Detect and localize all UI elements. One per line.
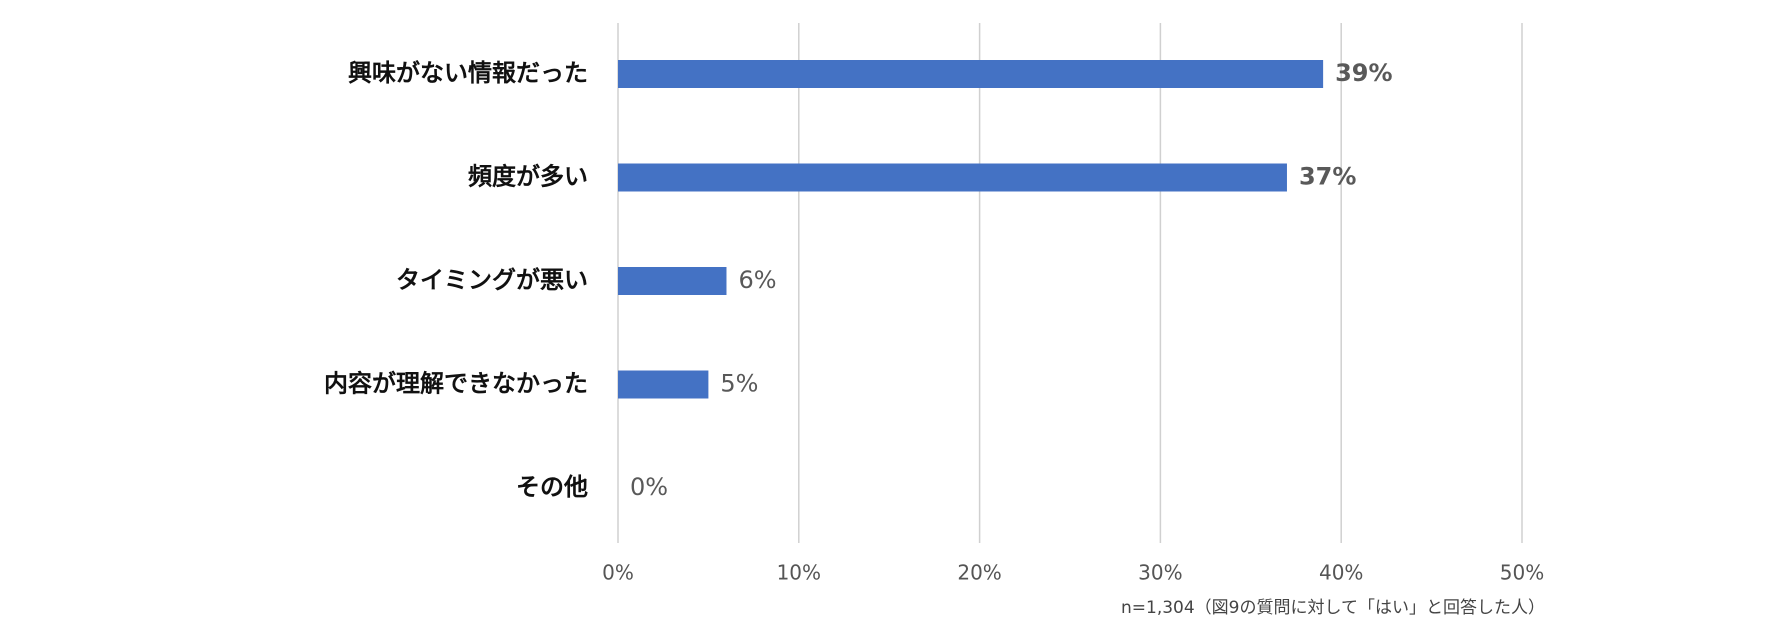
- data-label: 39%: [1335, 59, 1392, 87]
- x-tick-label: 20%: [957, 561, 1001, 585]
- category-label: タイミングが悪い: [396, 266, 588, 294]
- bar: [618, 370, 709, 399]
- data-label: 5%: [720, 370, 758, 398]
- x-tick-label: 50%: [1500, 561, 1544, 585]
- category-label: 内容が理解できなかった: [324, 370, 588, 398]
- bar: [618, 163, 1287, 192]
- bar: [618, 267, 727, 295]
- data-label: 6%: [738, 266, 776, 294]
- footnote: n=1,304（図9の質問に対して「はい」と回答した人）: [1121, 598, 1545, 618]
- category-label: 興味がない情報だった: [348, 59, 588, 87]
- category-label: 頻度が多い: [468, 163, 588, 191]
- data-label: 0%: [630, 473, 668, 501]
- x-tick-label: 40%: [1319, 561, 1363, 585]
- bar: [618, 60, 1324, 88]
- category-label: その他: [516, 473, 588, 501]
- x-tick-label: 0%: [602, 561, 634, 585]
- x-tick-label: 10%: [777, 561, 821, 585]
- data-label: 37%: [1299, 163, 1356, 191]
- x-tick-label: 30%: [1138, 561, 1182, 585]
